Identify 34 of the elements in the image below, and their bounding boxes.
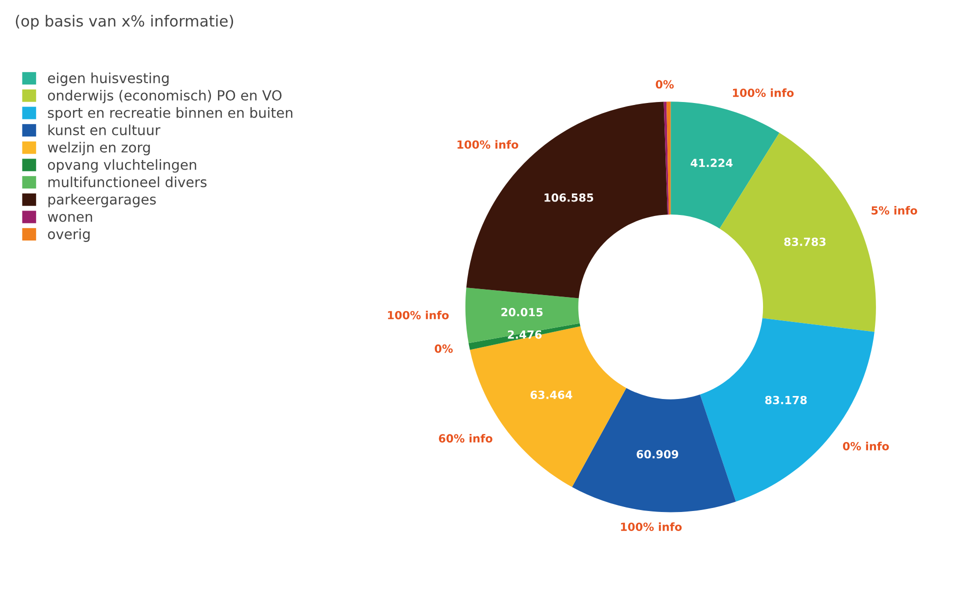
- text: 0%: [656, 80, 674, 89]
- donut-slice: [664, 102, 669, 215]
- text: 100% info: [733, 88, 794, 98]
- donut-slice: [465, 288, 580, 344]
- text: 100% info: [388, 310, 449, 320]
- legend-label: sport en recreatie binnen en buiten: [48, 107, 292, 121]
- chart-title: (op basis van x% informatie): [16, 14, 234, 30]
- donut-slice: [670, 102, 780, 229]
- data-label: 2.476: [508, 330, 542, 339]
- donut-slice: [666, 102, 671, 215]
- donut-slice: [572, 388, 736, 512]
- data-label: 83.783: [784, 238, 826, 246]
- legend-label: multifunctioneel divers: [48, 176, 207, 188]
- data-label: 60.909: [636, 450, 678, 458]
- legend-label: overig: [48, 228, 90, 242]
- legend-label: welzijn en zorg: [48, 142, 150, 156]
- text: 0%: [434, 344, 453, 353]
- text: 0% info: [842, 442, 889, 450]
- text: 60% info: [438, 434, 492, 443]
- donut-slice: [470, 326, 626, 487]
- legend-label: kunst en cultuur: [48, 124, 160, 136]
- legend-label: eigen huisvesting: [48, 72, 169, 86]
- data-label: 106.585: [544, 193, 594, 202]
- text: 100% info: [621, 522, 682, 531]
- data-label: 83.178: [765, 396, 807, 404]
- text: 5% info: [872, 206, 918, 215]
- data-label: 41.224: [690, 158, 733, 167]
- data-label: 20.015: [501, 308, 543, 316]
- legend-label: wonen: [48, 214, 92, 222]
- legend-label: onderwijs (economisch) PO en VO: [48, 90, 282, 104]
- legend-label: parkeergarages: [48, 194, 156, 208]
- text: 100% info: [458, 140, 518, 149]
- data-label: 63.464: [530, 390, 572, 400]
- legend-label: opvang vluchtelingen: [48, 159, 196, 173]
